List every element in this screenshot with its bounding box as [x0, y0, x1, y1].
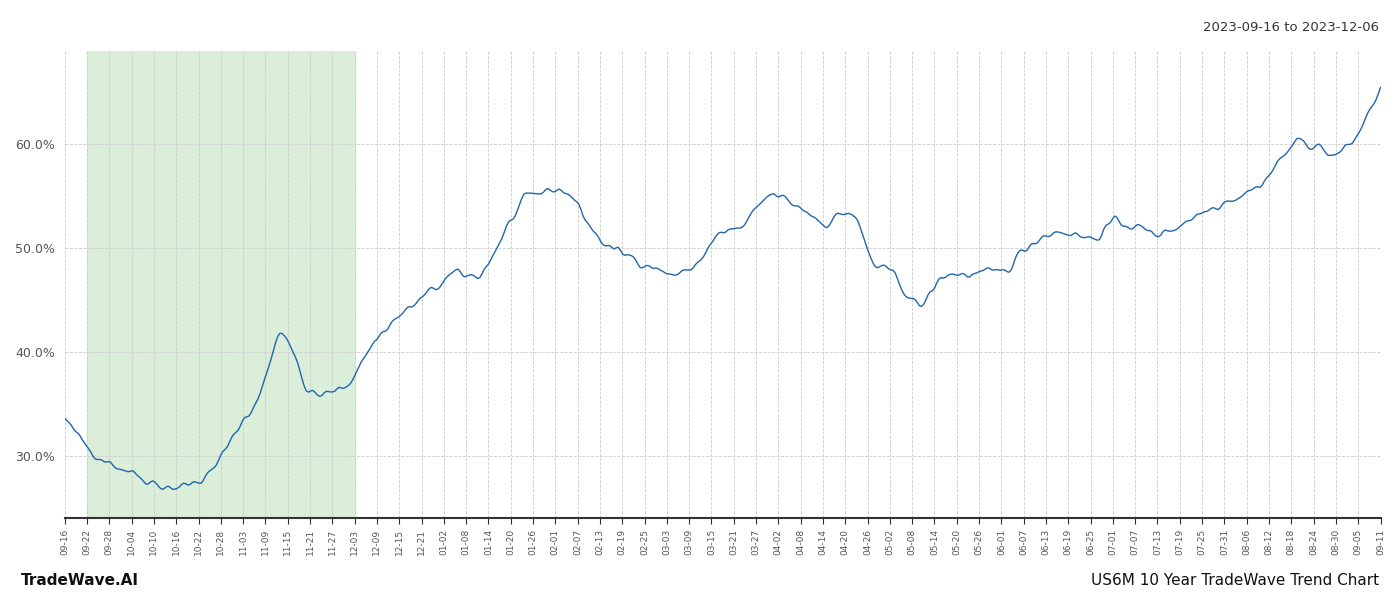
Bar — [87, 51, 354, 518]
Text: US6M 10 Year TradeWave Trend Chart: US6M 10 Year TradeWave Trend Chart — [1091, 573, 1379, 588]
Text: TradeWave.AI: TradeWave.AI — [21, 573, 139, 588]
Text: 2023-09-16 to 2023-12-06: 2023-09-16 to 2023-12-06 — [1203, 21, 1379, 34]
